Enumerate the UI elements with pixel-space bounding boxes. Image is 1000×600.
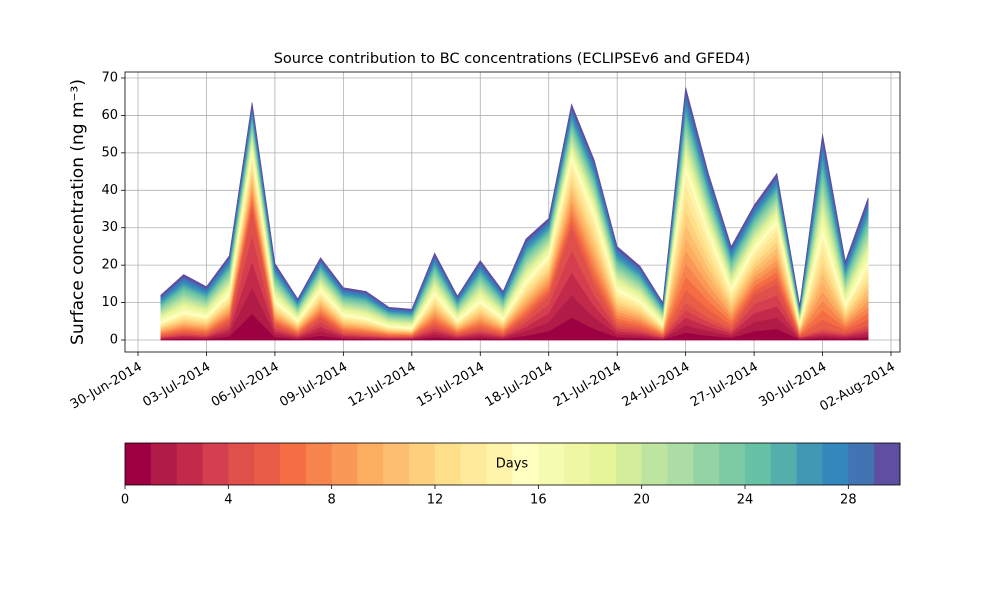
- y-tick-label: 70: [101, 70, 118, 85]
- y-tick-label: 60: [101, 108, 118, 123]
- colorbar-cell: [719, 443, 746, 485]
- plot-frame: [124, 71, 901, 353]
- colorbar-cell: [874, 443, 901, 485]
- colorbar-cell: [615, 443, 643, 485]
- colorbar-cell: [202, 443, 229, 485]
- colorbar-cell: [150, 443, 178, 485]
- colorbar-tick-label: 20: [633, 493, 650, 508]
- colorbar-cell: [305, 443, 333, 485]
- colorbar-cell: [590, 443, 617, 485]
- colorbar-cell: [383, 443, 410, 485]
- area-layer: [160, 87, 869, 311]
- colorbar-cell: [796, 443, 823, 485]
- y-tick-label: 30: [101, 220, 118, 235]
- colorbar-cell: [125, 443, 152, 485]
- colorbar-cell: [641, 443, 668, 485]
- colorbar-tick-label: 28: [840, 493, 857, 508]
- colorbar-cell: [848, 443, 875, 485]
- colorbar-cell: [693, 443, 720, 485]
- colorbar-cell: [331, 443, 358, 485]
- colorbar-cell: [486, 443, 513, 485]
- colorbar-cell: [564, 443, 591, 485]
- colorbar-cell: [228, 443, 255, 485]
- colorbar-cell: [409, 443, 436, 485]
- y-tick-label: 40: [101, 183, 118, 198]
- colorbar-tick-label: 8: [328, 493, 336, 508]
- y-tick-label: 50: [101, 145, 118, 160]
- colorbar-cell: [254, 443, 281, 485]
- colorbar-cell: [435, 443, 462, 485]
- y-tick-label: 20: [101, 258, 118, 273]
- colorbar-cell: [280, 443, 307, 485]
- colorbar-cell: [745, 443, 772, 485]
- colorbar-cell: [460, 443, 488, 485]
- y-tick-label: 10: [101, 295, 118, 310]
- colorbar-cell: [667, 443, 694, 485]
- colorbar-cell: [357, 443, 384, 485]
- colorbar-frame: [124, 442, 901, 486]
- chart-title: Source contribution to BC concentrations…: [274, 51, 751, 67]
- colorbar-tick-label: 24: [737, 493, 754, 508]
- colorbar-tick-label: 12: [427, 493, 444, 508]
- colorbar-tick-label: 4: [224, 493, 232, 508]
- colorbar-cell: [822, 443, 849, 485]
- colorbar-label: Days: [496, 457, 529, 472]
- y-axis-label: Surface concentration (ng m⁻³): [68, 79, 88, 345]
- colorbar-cell: [176, 443, 203, 485]
- colorbar-cell: [538, 443, 565, 485]
- colorbar-cell: [770, 443, 798, 485]
- colorbar-tick-label: 16: [530, 493, 547, 508]
- y-tick-label: 0: [110, 333, 118, 348]
- colorbar-tick-label: 0: [121, 493, 129, 508]
- colorbar-cell: [512, 443, 539, 485]
